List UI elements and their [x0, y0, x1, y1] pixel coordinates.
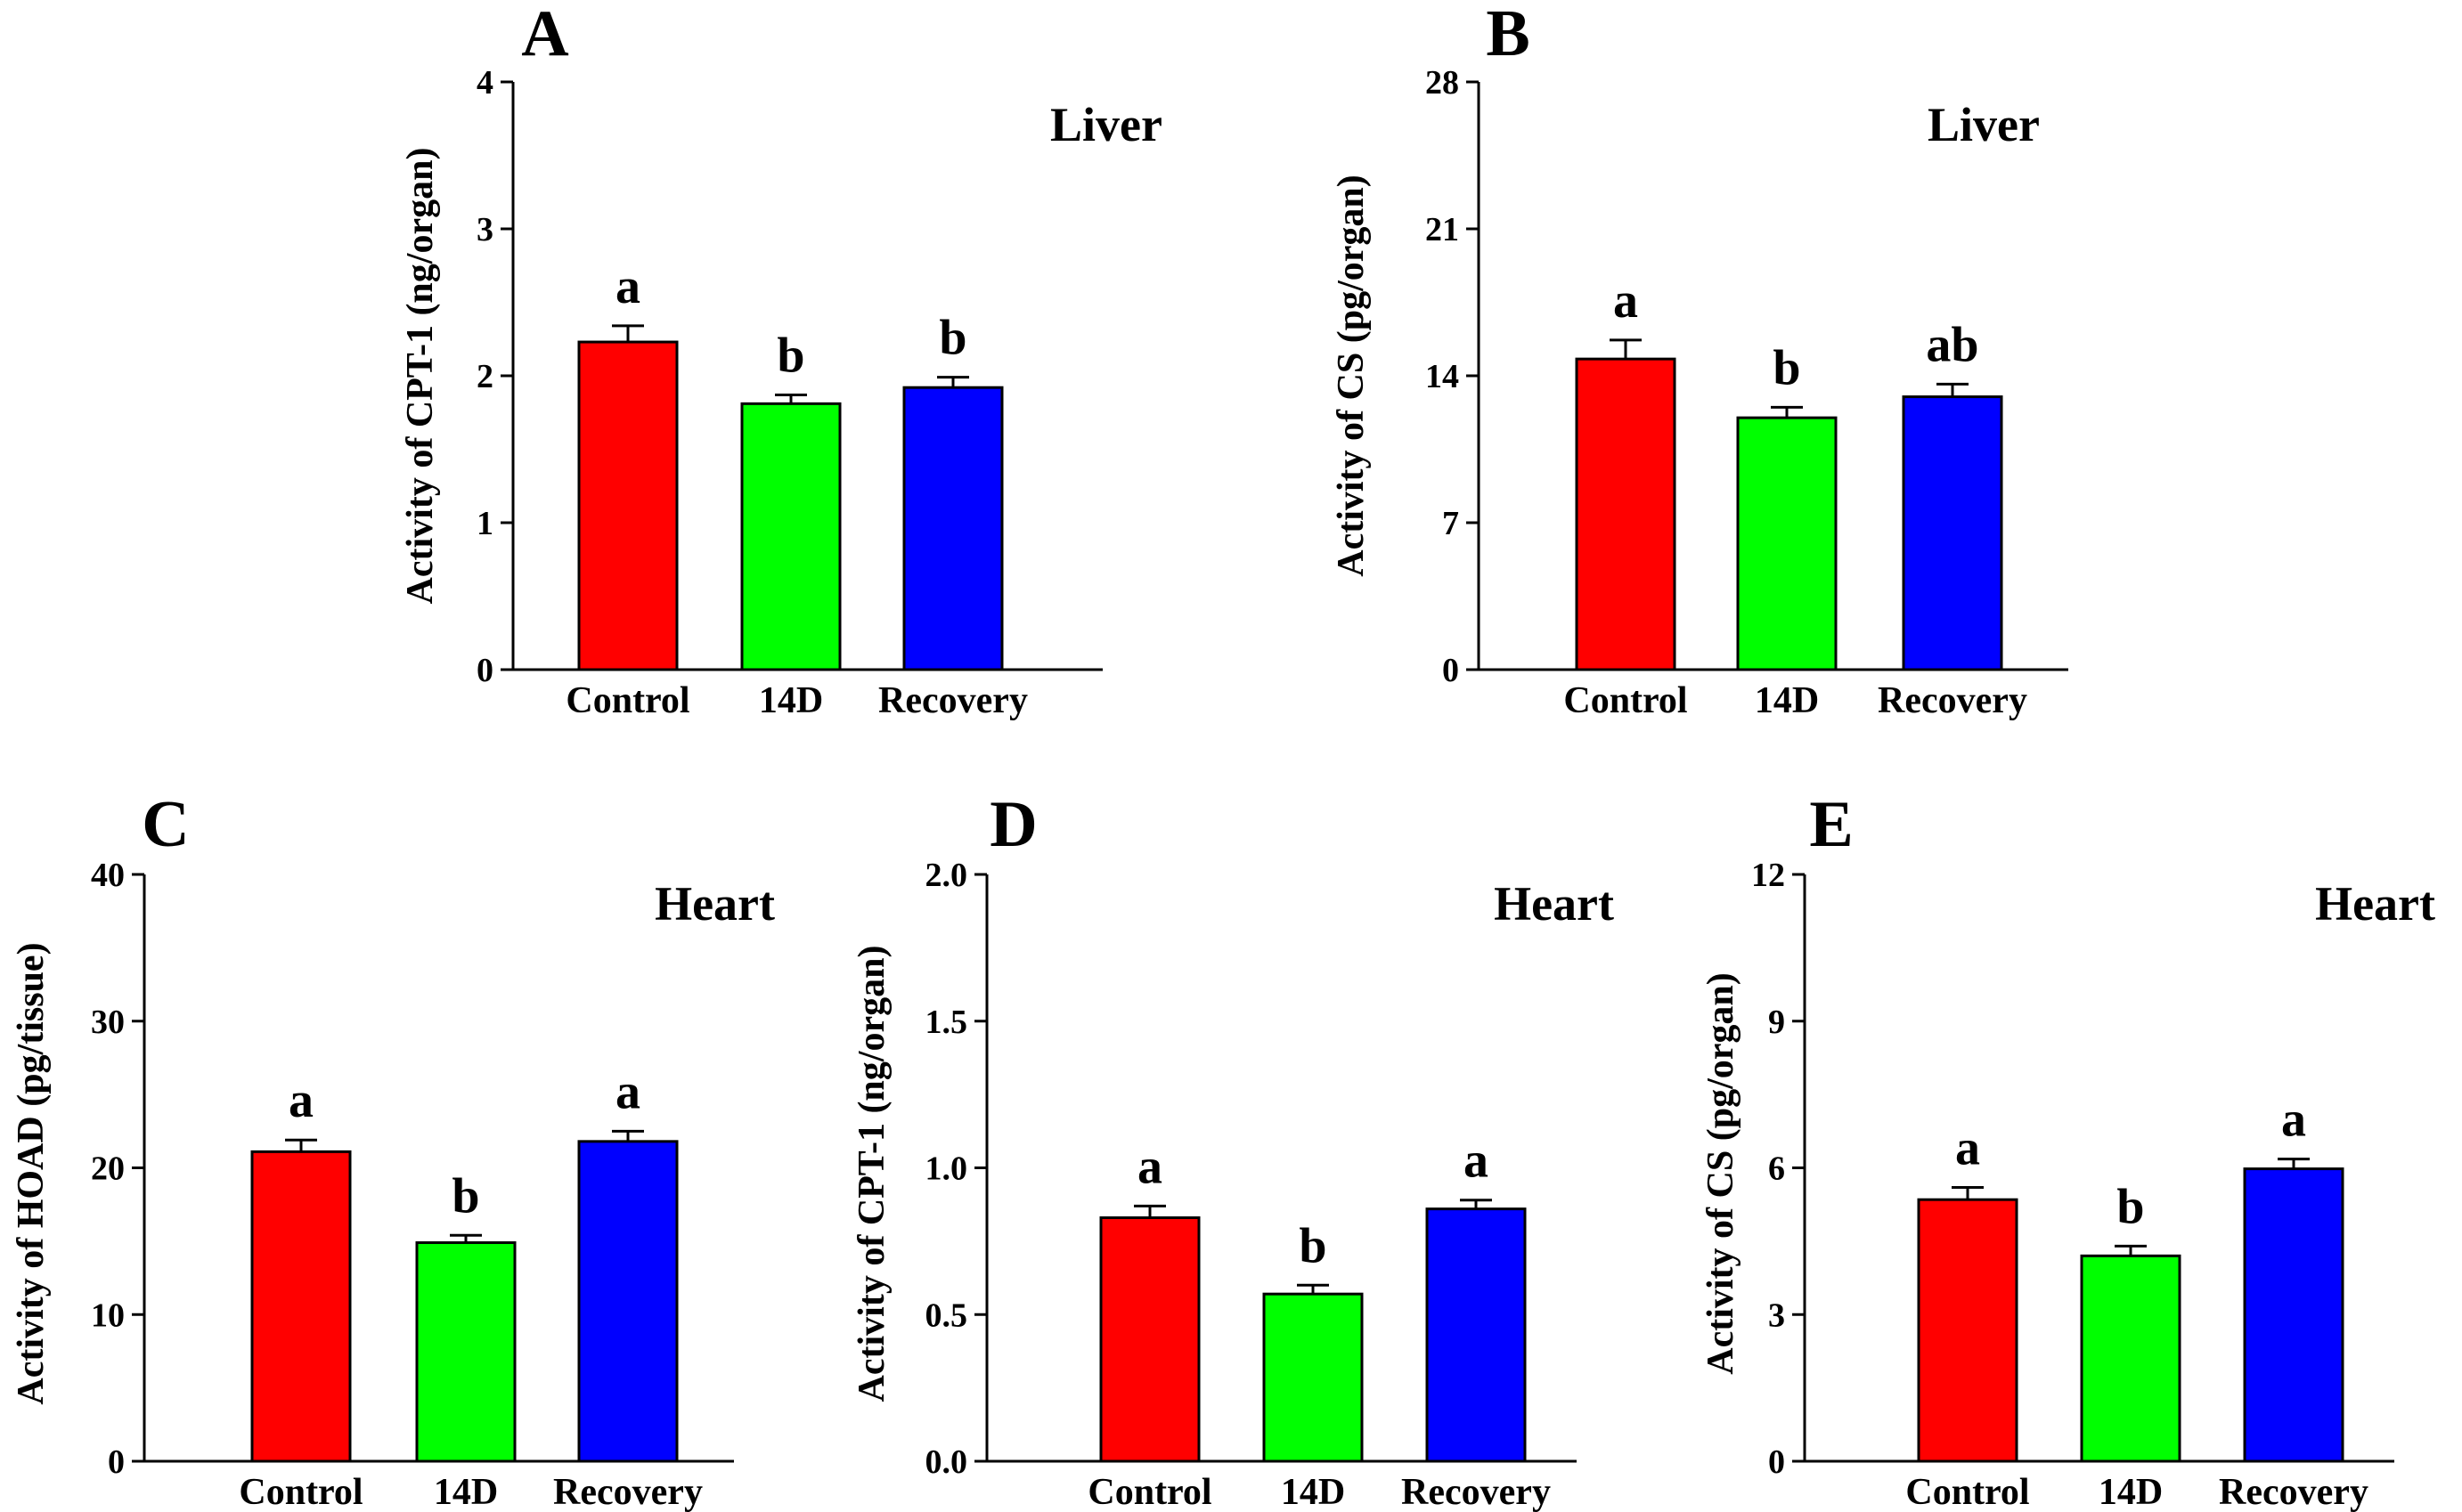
y-tick-label: 1.0 [925, 1150, 968, 1188]
panel-a: 0 1 2 3 4 Activity of CPT-1 (ng/organ) a Contro… [400, 0, 1162, 721]
organ-label: Liver [1928, 98, 2040, 151]
y-tick-label: 9 [1768, 1004, 1785, 1041]
significance-label: a [2281, 1093, 2306, 1148]
y-tick-label: 1.5 [925, 1004, 968, 1041]
significance-label: ab [1926, 317, 1978, 372]
bar-14d [1736, 416, 1838, 671]
bar-recovery [577, 1140, 679, 1463]
x-tick-label: Control [1563, 680, 1687, 721]
bar-control [250, 1150, 352, 1463]
x-tick-label: Recovery [553, 1472, 703, 1512]
bar-14d [1262, 1292, 1364, 1463]
bar-14d [2080, 1254, 2181, 1463]
bar-control [1099, 1216, 1201, 1463]
significance-label: a [1463, 1134, 1488, 1189]
y-tick-label: 20 [91, 1150, 125, 1188]
x-tick-label: Control [239, 1472, 363, 1512]
significance-label: a [289, 1073, 314, 1128]
x-tick-label: Recovery [1401, 1472, 1551, 1512]
y-tick-label: 2 [477, 358, 493, 395]
bar-control [1917, 1198, 2018, 1463]
bar-14d [740, 402, 842, 671]
significance-label: b [452, 1168, 479, 1223]
y-tick-label: 21 [1425, 211, 1459, 248]
organ-label: Heart [1494, 877, 1614, 931]
bar-recovery [2243, 1167, 2344, 1463]
y-tick-label: 3 [1768, 1297, 1785, 1334]
x-tick-label: Recovery [878, 680, 1028, 721]
y-tick-label: 28 [1425, 64, 1459, 102]
significance-label: b [939, 311, 966, 366]
panel-letter: A [521, 0, 568, 70]
y-axis-label: Activity of CS (pg/organ) [1700, 972, 1741, 1374]
bar-recovery [1425, 1207, 1527, 1463]
y-axis-label: Activity of CPT-1 (ng/organ) [852, 946, 893, 1402]
bar-recovery [1902, 395, 2003, 671]
panel-letter: E [1809, 788, 1853, 861]
y-tick-label: 14 [1425, 358, 1459, 395]
significance-label: b [2116, 1179, 2144, 1234]
y-tick-label: 40 [91, 857, 125, 894]
significance-label: b [1299, 1218, 1326, 1273]
y-tick-label: 1 [477, 505, 493, 542]
y-axis-label: Activity of CPT-1 (ng/organ) [400, 148, 441, 605]
bar-14d [415, 1241, 517, 1463]
y-tick-label: 0.5 [925, 1297, 968, 1334]
x-tick-label: Recovery [2219, 1472, 2368, 1512]
y-tick-label: 4 [477, 64, 493, 102]
panel-c: 0 10 20 30 40 Activity of HOAD (pg/tissue) a Co… [11, 788, 775, 1512]
significance-label: b [1773, 340, 1800, 395]
panel-e: 0 3 6 9 12 Activity of CS (pg/organ) a Control b… [1700, 788, 2435, 1512]
x-tick-label: 14D [2099, 1472, 2163, 1512]
significance-label: a [616, 259, 640, 314]
x-tick-label: Recovery [1878, 680, 2027, 721]
bar-control [577, 340, 679, 671]
x-tick-label: 14D [1281, 1472, 1345, 1512]
panel-d: 0.0 0.5 1.0 1.5 2.0 Activity of CPT-1 (ng/org… [852, 788, 1614, 1512]
y-tick-label: 0 [477, 652, 493, 689]
panel-letter: B [1486, 0, 1529, 70]
y-tick-label: 0.0 [925, 1443, 968, 1481]
y-tick-label: 6 [1768, 1150, 1785, 1188]
y-tick-label: 0 [108, 1443, 125, 1481]
y-tick-label: 10 [91, 1297, 125, 1334]
x-tick-label: 14D [759, 680, 823, 721]
bar-control [1575, 357, 1676, 671]
panel-letter: D [990, 788, 1037, 861]
panel-b: 0 7 14 21 28 Activity of CS (pg/organ) a Contro… [1331, 0, 2068, 721]
y-axis-label: Activity of HOAD (pg/tissue) [11, 942, 52, 1404]
y-tick-label: 12 [1751, 857, 1785, 894]
y-tick-label: 2.0 [925, 857, 968, 894]
significance-label: b [777, 328, 804, 383]
y-tick-label: 30 [91, 1004, 125, 1041]
significance-label: a [1613, 273, 1638, 329]
x-tick-label: 14D [434, 1472, 498, 1512]
y-tick-label: 3 [477, 211, 493, 248]
y-tick-label: 0 [1768, 1443, 1785, 1481]
organ-label: Heart [655, 877, 775, 931]
y-axis-label: Activity of CS (pg/organ) [1331, 175, 1372, 576]
x-tick-label: Control [566, 680, 689, 721]
bar-recovery [902, 386, 1004, 671]
x-tick-label: 14D [1755, 680, 1819, 721]
organ-label: Liver [1050, 98, 1162, 151]
significance-label: a [616, 1064, 640, 1119]
y-tick-label: 0 [1442, 652, 1459, 689]
organ-label: Heart [2315, 877, 2435, 931]
significance-label: a [1137, 1139, 1162, 1194]
significance-label: a [1955, 1120, 1980, 1175]
x-tick-label: Control [1905, 1472, 2029, 1512]
panel-letter: C [142, 788, 189, 861]
x-tick-label: Control [1088, 1472, 1211, 1512]
y-tick-label: 7 [1442, 505, 1459, 542]
